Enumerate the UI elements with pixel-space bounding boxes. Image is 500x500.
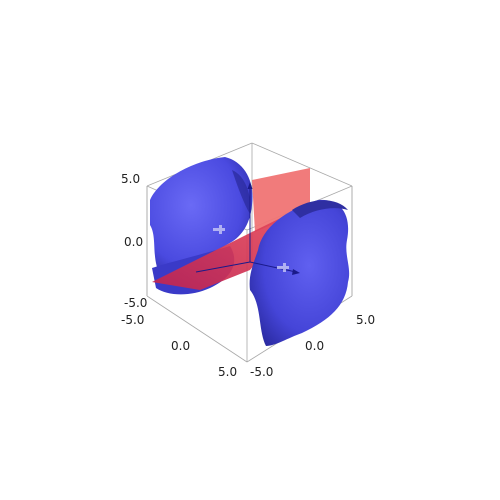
y-tick-label: 0.0 <box>305 339 324 353</box>
blue-surface-left-fold <box>232 170 251 214</box>
axis-arrows <box>195 182 300 275</box>
origin-markers <box>213 225 289 272</box>
y-tick-label: 5.0 <box>356 313 375 327</box>
z-tick-label: 5.0 <box>121 172 140 186</box>
blue-surface-left-lobe <box>150 157 253 278</box>
z-tick-label: -5.0 <box>124 296 147 310</box>
x-tick-label: 5.0 <box>218 365 237 379</box>
bounding-box-front <box>146 186 353 296</box>
blue-surface-right-rim <box>292 200 348 218</box>
z-tick-label: 0.0 <box>124 235 143 249</box>
red-plane-upper <box>252 168 310 232</box>
red-plane-band <box>152 206 305 290</box>
x-tick-label: -5.0 <box>121 313 144 327</box>
x-tick-label: 0.0 <box>171 339 190 353</box>
y-tick-label: -5.0 <box>250 365 273 379</box>
